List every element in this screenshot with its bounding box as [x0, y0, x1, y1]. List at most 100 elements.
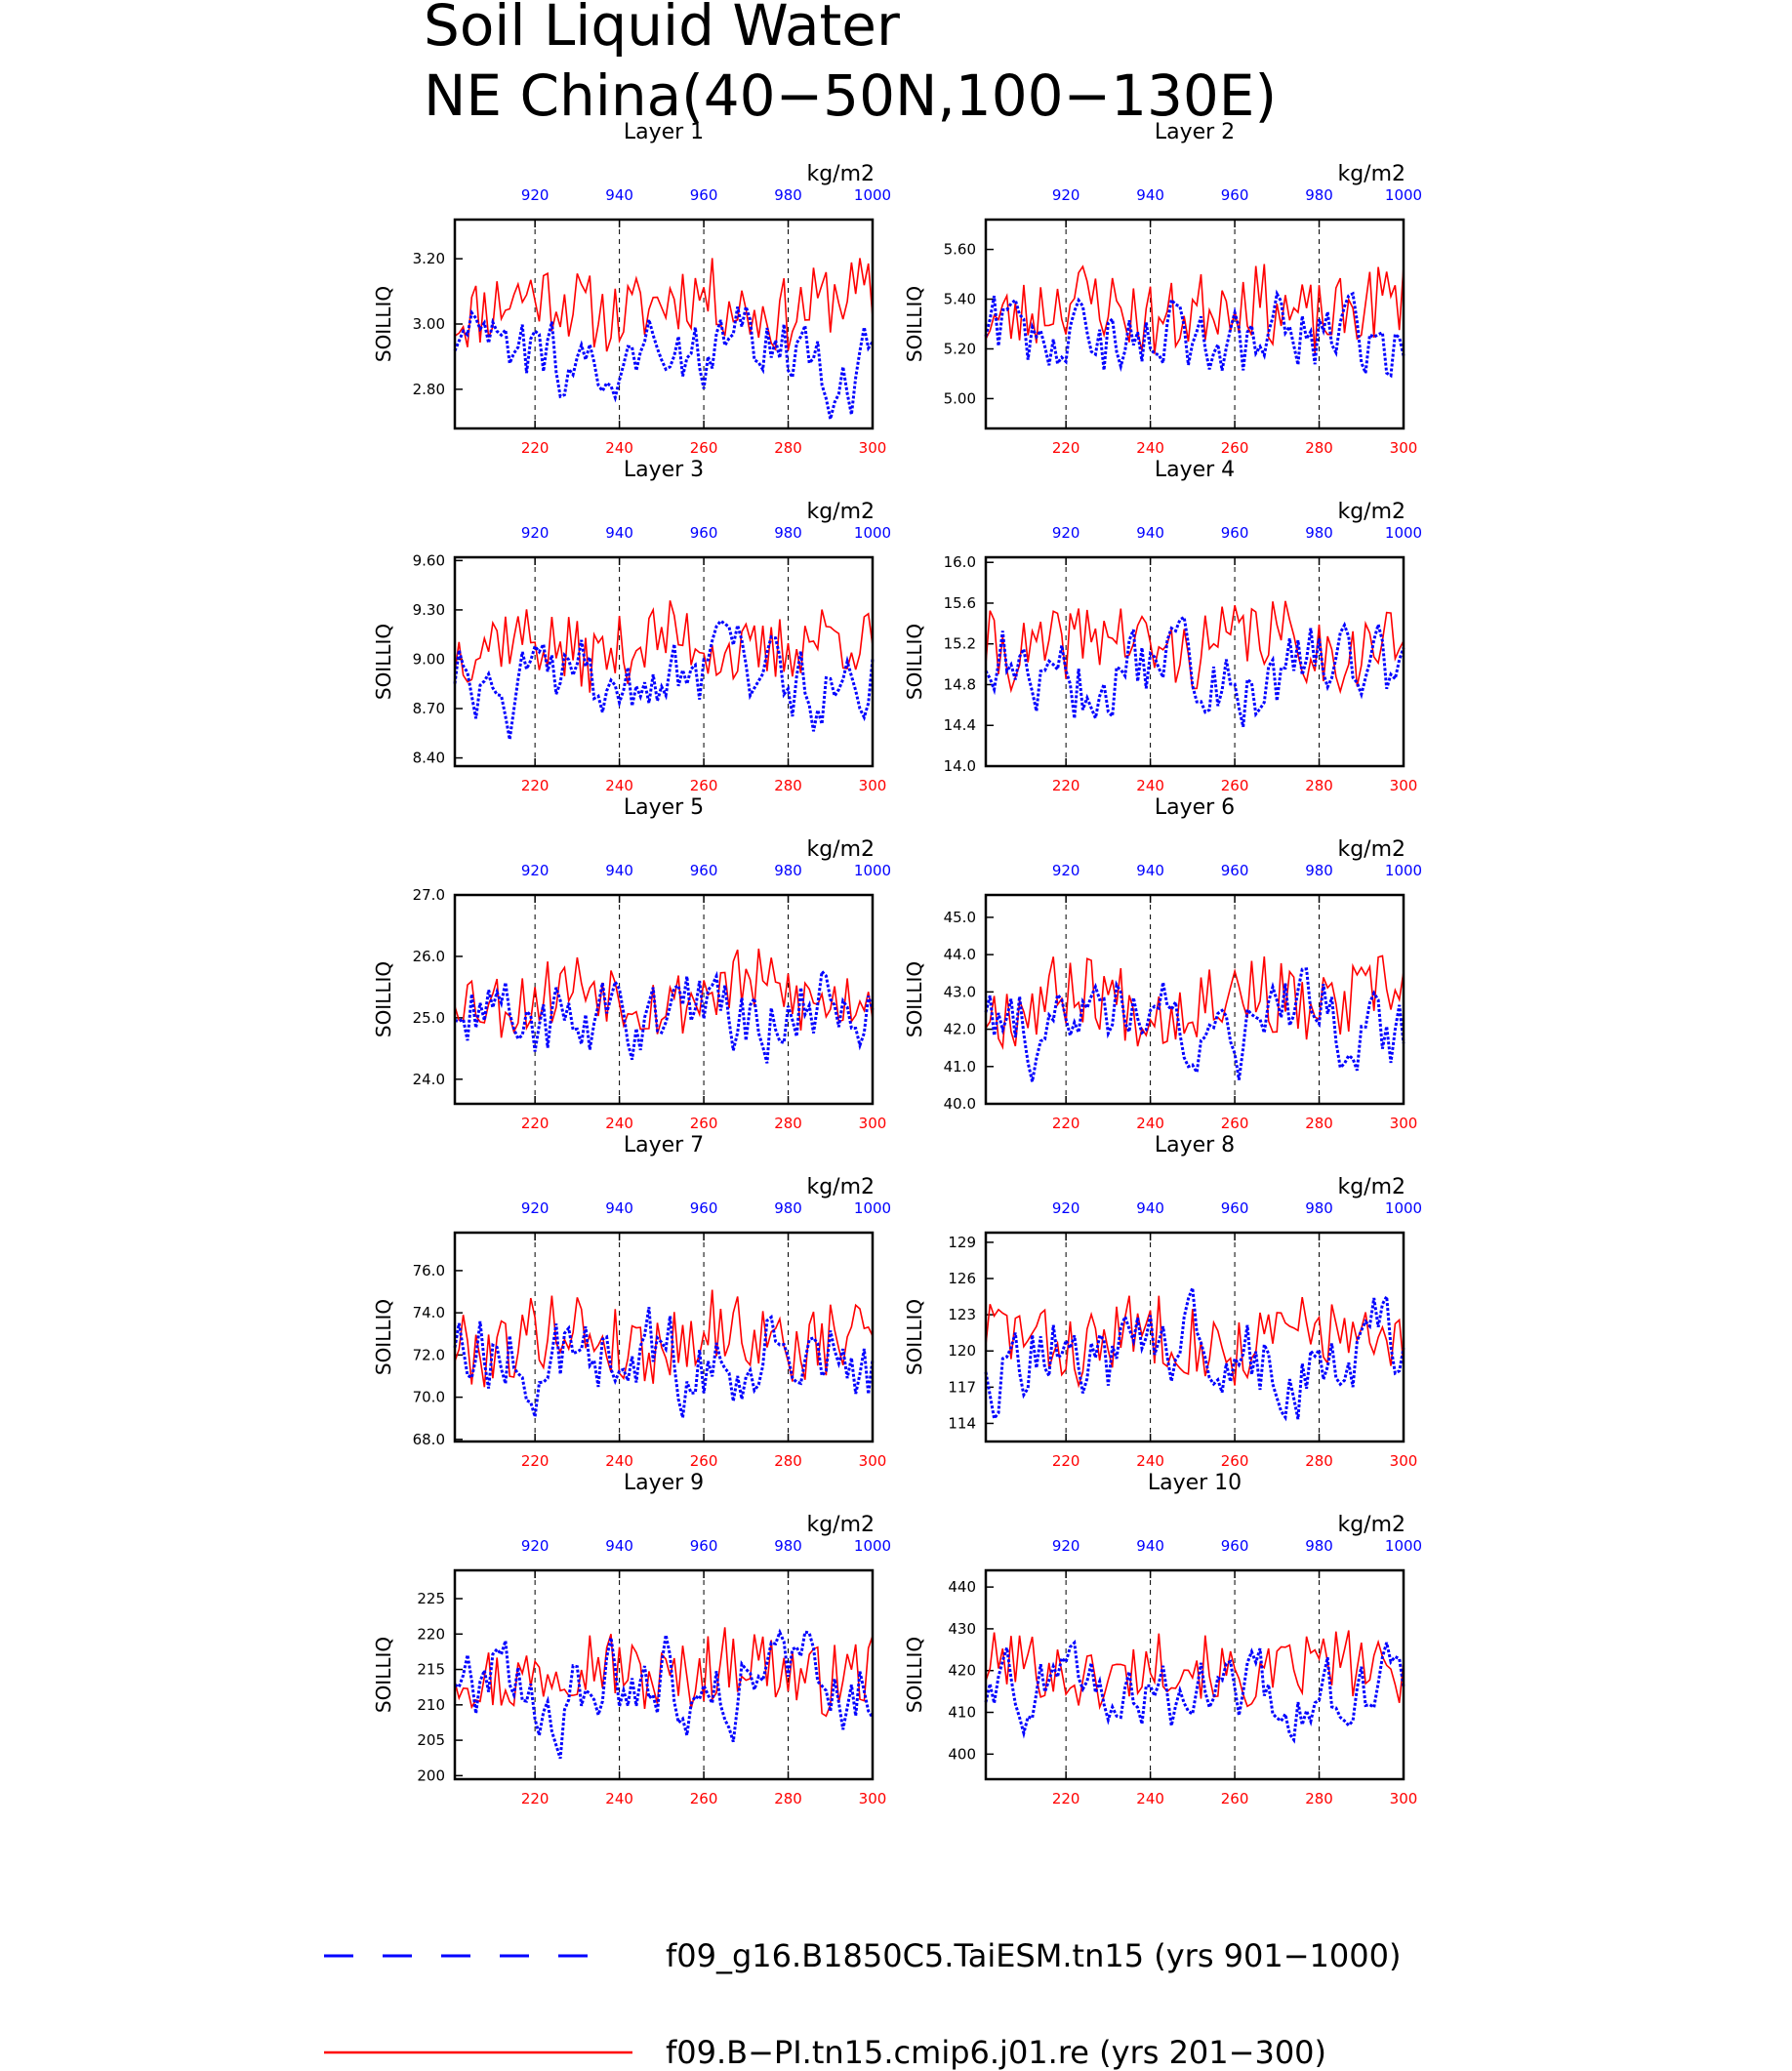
y-tick-label: 215 [417, 1661, 445, 1679]
panel-title: Layer 4 [1155, 458, 1235, 482]
x-tick-label-bottom: 220 [521, 777, 550, 794]
x-tick-label-bottom: 300 [1390, 1790, 1418, 1807]
x-tick-label-bottom: 240 [1136, 777, 1164, 794]
y-tick-label: 3.00 [413, 315, 445, 333]
x-tick-label-top: 1000 [854, 1199, 891, 1217]
x-tick-label-bottom: 280 [1305, 777, 1333, 794]
y-tick-label: 5.40 [944, 291, 976, 308]
panel-title: Layer 6 [1155, 795, 1235, 820]
x-tick-label-bottom: 260 [690, 1452, 718, 1470]
units-label: kg/m2 [1337, 500, 1405, 524]
series-line-cmip6 [985, 264, 1405, 354]
legend-label-taiesm: f09_g16.B1850C5.TaiESM.tn15 (yrs 901−100… [666, 1937, 1401, 1974]
panel-layer-2: Layer 2 kg/m2 SOILLIQ 220 240 260 280 300 920 940… [903, 120, 1422, 457]
plot-frame [453, 555, 875, 768]
units-label: kg/m2 [806, 162, 875, 186]
units-label: kg/m2 [806, 500, 875, 524]
y-tick-label: 3.20 [413, 250, 445, 267]
y-tick-label: 44.0 [944, 946, 976, 963]
y-axis-label: SOILLIQ [903, 624, 926, 700]
y-tick-label: 400 [948, 1745, 976, 1763]
y-tick-label: 225 [417, 1590, 445, 1607]
series-line-taiesm [454, 968, 875, 1064]
series-line-taiesm [984, 614, 1405, 728]
x-tick-label-top: 920 [1052, 862, 1080, 879]
x-tick-label-top: 940 [1136, 524, 1164, 542]
y-tick-label: 41.0 [944, 1058, 976, 1076]
x-tick-label-top: 940 [605, 524, 633, 542]
x-tick-label-bottom: 220 [521, 1790, 550, 1807]
y-tick-label: 2.80 [413, 381, 445, 398]
panel-layer-3: Layer 3 kg/m2 SOILLIQ 220 240 260 280 300 920 940… [372, 458, 891, 794]
x-tick-label-top: 1000 [1385, 524, 1422, 542]
x-tick-label-bottom: 280 [1305, 1115, 1333, 1132]
series-line-cmip6 [985, 600, 1405, 695]
panel-layer-9: Layer 9 kg/m2 SOILLIQ 220 240 260 280 300 920 940… [372, 1471, 891, 1807]
y-tick-label: 120 [948, 1342, 976, 1360]
y-tick-label: 129 [948, 1234, 976, 1251]
x-tick-label-bottom: 220 [1052, 439, 1080, 457]
series-line-cmip6 [454, 258, 874, 352]
y-tick-label: 74.0 [413, 1304, 445, 1321]
x-tick-label-bottom: 280 [1305, 1790, 1333, 1807]
series-line-taiesm [454, 1628, 875, 1760]
units-label: kg/m2 [806, 837, 875, 862]
x-tick-label-top: 920 [521, 186, 550, 204]
x-tick-label-top: 980 [774, 862, 802, 879]
panel-layer-6: Layer 6 kg/m2 SOILLIQ 220 240 260 280 300 920 940… [903, 795, 1422, 1132]
x-tick-label-bottom: 220 [1052, 777, 1080, 794]
x-tick-label-bottom: 260 [1221, 1115, 1249, 1132]
x-tick-label-top: 960 [1221, 862, 1249, 879]
y-tick-label: 5.20 [944, 340, 976, 357]
x-tick-label-top: 960 [1221, 1537, 1249, 1555]
x-tick-label-top: 940 [1136, 1537, 1164, 1555]
y-tick-label: 114 [948, 1414, 976, 1432]
series-line-taiesm [453, 301, 875, 420]
series-line-taiesm [453, 619, 875, 740]
plot-frame [984, 1231, 1405, 1443]
panel-title: Layer 5 [624, 795, 704, 820]
x-tick-label-bottom: 240 [605, 777, 633, 794]
x-tick-label-top: 920 [521, 524, 550, 542]
units-label: kg/m2 [1337, 1175, 1405, 1199]
y-tick-label: 14.4 [944, 716, 976, 734]
x-tick-label-top: 940 [1136, 1199, 1164, 1217]
x-tick-label-top: 980 [1305, 186, 1333, 204]
x-tick-label-bottom: 280 [774, 1790, 802, 1807]
x-tick-label-bottom: 260 [1221, 1790, 1249, 1807]
y-tick-label: 42.0 [944, 1021, 976, 1038]
panel-title: Layer 7 [624, 1133, 704, 1157]
y-tick-label: 205 [417, 1731, 445, 1749]
series-line-taiesm [984, 1287, 1405, 1423]
y-tick-label: 9.00 [413, 650, 445, 668]
panel-title: Layer 9 [624, 1471, 704, 1495]
y-axis-label: SOILLIQ [372, 1637, 395, 1713]
x-tick-label-top: 960 [690, 524, 718, 542]
x-tick-label-top: 960 [1221, 524, 1249, 542]
y-tick-label: 123 [948, 1306, 976, 1323]
x-tick-label-bottom: 260 [690, 1790, 718, 1807]
x-tick-label-top: 920 [1052, 186, 1080, 204]
x-tick-label-top: 1000 [854, 186, 891, 204]
panel-title: Layer 8 [1155, 1133, 1235, 1157]
panel-title: Layer 10 [1148, 1471, 1242, 1495]
x-tick-label-bottom: 260 [1221, 439, 1249, 457]
figure-title-line1: Soil Liquid Water [424, 0, 900, 59]
y-tick-label: 40.0 [944, 1095, 976, 1113]
x-tick-label-top: 980 [774, 186, 802, 204]
y-tick-label: 440 [948, 1578, 976, 1596]
x-tick-label-top: 1000 [854, 862, 891, 879]
series-line-cmip6 [454, 600, 874, 693]
x-tick-label-bottom: 300 [1390, 439, 1418, 457]
x-tick-label-top: 1000 [854, 524, 891, 542]
x-tick-label-top: 960 [1221, 186, 1249, 204]
x-tick-label-top: 1000 [854, 1537, 891, 1555]
x-tick-label-top: 940 [605, 1537, 633, 1555]
x-tick-label-bottom: 240 [605, 439, 633, 457]
x-tick-label-bottom: 300 [859, 1115, 887, 1132]
plot-frame [453, 1231, 875, 1443]
x-tick-label-bottom: 260 [690, 1115, 718, 1132]
y-tick-label: 117 [948, 1378, 976, 1396]
panel-grid: Layer 1 kg/m2 SOILLIQ 220 240 260 280 300 920 940… [372, 120, 1422, 1807]
x-tick-label-bottom: 300 [1390, 777, 1418, 794]
